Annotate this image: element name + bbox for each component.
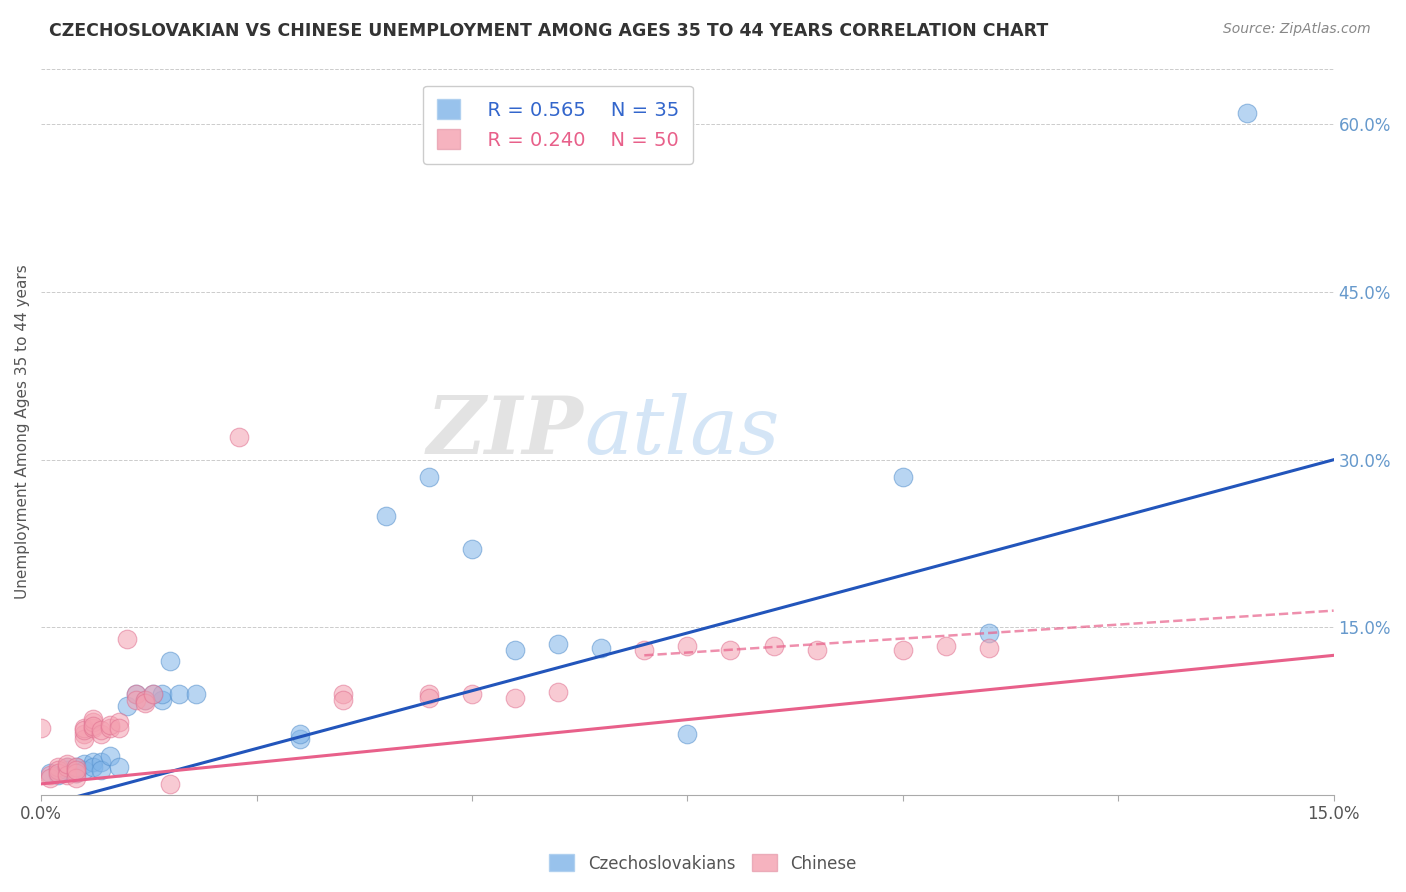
Point — [56, 760, 79, 774]
Point — [134, 693, 156, 707]
Legend: Czechoslovakians, Chinese: Czechoslovakians, Chinese — [543, 847, 863, 880]
Point — [65, 760, 87, 774]
Point — [73, 723, 96, 738]
Point — [134, 697, 156, 711]
Point — [125, 688, 148, 702]
Point — [117, 698, 139, 713]
Point — [107, 760, 129, 774]
Point — [142, 688, 165, 702]
Point — [65, 760, 87, 774]
Point — [90, 726, 112, 740]
Point — [332, 693, 354, 707]
Point — [65, 765, 87, 780]
Point — [107, 721, 129, 735]
Point — [56, 756, 79, 771]
Point — [676, 640, 699, 654]
Point — [46, 760, 69, 774]
Point — [150, 688, 173, 702]
Point — [461, 542, 484, 557]
Point — [56, 768, 79, 782]
Point — [56, 760, 79, 774]
Point — [418, 469, 440, 483]
Point — [38, 765, 60, 780]
Point — [73, 732, 96, 747]
Point — [288, 726, 311, 740]
Point — [676, 726, 699, 740]
Text: Source: ZipAtlas.com: Source: ZipAtlas.com — [1223, 22, 1371, 37]
Point — [73, 764, 96, 778]
Point — [46, 764, 69, 778]
Point — [73, 726, 96, 740]
Point — [150, 693, 173, 707]
Point — [98, 717, 121, 731]
Point — [65, 772, 87, 786]
Point — [374, 508, 396, 523]
Point — [82, 721, 104, 735]
Point — [891, 642, 914, 657]
Text: CZECHOSLOVAKIAN VS CHINESE UNEMPLOYMENT AMONG AGES 35 TO 44 YEARS CORRELATION CH: CZECHOSLOVAKIAN VS CHINESE UNEMPLOYMENT … — [49, 22, 1049, 40]
Point — [288, 732, 311, 747]
Point — [82, 712, 104, 726]
Point — [73, 756, 96, 771]
Point — [117, 632, 139, 646]
Point — [633, 642, 655, 657]
Point — [591, 640, 613, 655]
Point — [167, 688, 190, 702]
Point — [82, 719, 104, 733]
Point — [977, 640, 1000, 655]
Point — [90, 755, 112, 769]
Point — [891, 469, 914, 483]
Point — [56, 764, 79, 778]
Text: ZIP: ZIP — [427, 393, 583, 471]
Point — [38, 772, 60, 786]
Y-axis label: Unemployment Among Ages 35 to 44 years: Unemployment Among Ages 35 to 44 years — [15, 264, 30, 599]
Point — [90, 764, 112, 778]
Point — [82, 760, 104, 774]
Point — [186, 688, 208, 702]
Point — [134, 693, 156, 707]
Point — [806, 642, 828, 657]
Point — [46, 765, 69, 780]
Point — [30, 721, 52, 735]
Point — [107, 715, 129, 730]
Point — [159, 654, 181, 668]
Point — [65, 765, 87, 780]
Point — [65, 764, 87, 778]
Point — [38, 768, 60, 782]
Point — [720, 642, 742, 657]
Point — [125, 688, 148, 702]
Point — [98, 748, 121, 763]
Legend:   R = 0.565    N = 35,   R = 0.240    N = 50: R = 0.565 N = 35, R = 0.240 N = 50 — [423, 86, 693, 163]
Point — [142, 688, 165, 702]
Point — [332, 688, 354, 702]
Point — [73, 721, 96, 735]
Point — [935, 640, 957, 654]
Point — [228, 430, 250, 444]
Text: atlas: atlas — [583, 393, 779, 471]
Point — [1236, 106, 1258, 120]
Point — [125, 693, 148, 707]
Point — [82, 715, 104, 730]
Point — [90, 723, 112, 738]
Point — [418, 690, 440, 705]
Point — [977, 626, 1000, 640]
Point — [82, 755, 104, 769]
Point — [762, 640, 785, 654]
Point — [547, 637, 569, 651]
Point — [503, 642, 526, 657]
Point — [46, 768, 69, 782]
Point — [418, 688, 440, 702]
Point — [159, 777, 181, 791]
Point — [503, 690, 526, 705]
Point — [547, 685, 569, 699]
Point — [461, 688, 484, 702]
Point — [98, 721, 121, 735]
